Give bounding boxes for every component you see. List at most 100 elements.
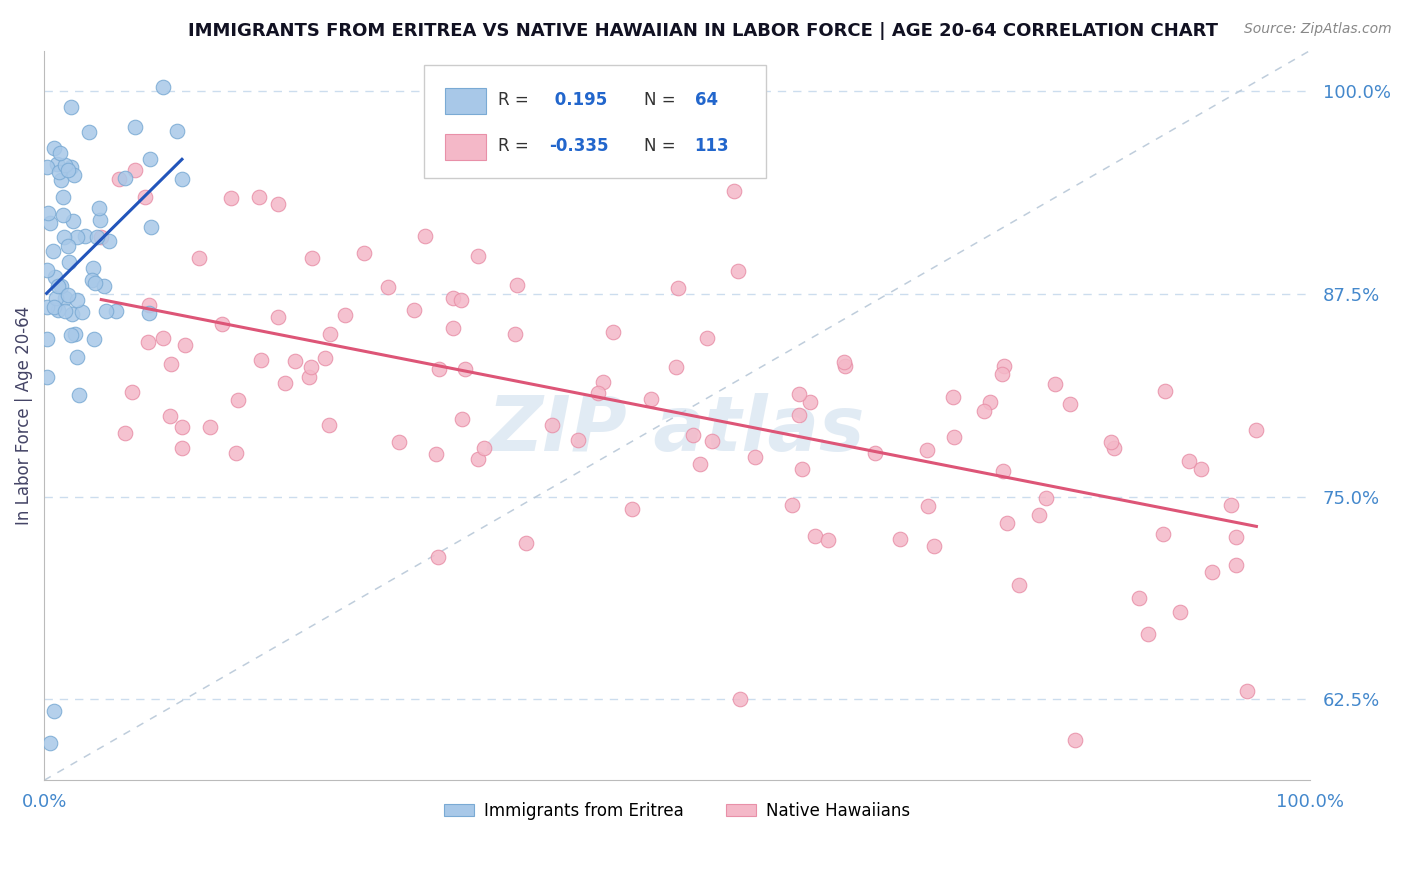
Point: [541, 418, 564, 433]
Point: [450, 411, 472, 425]
Point: [467, 451, 489, 466]
Point: [924, 539, 946, 553]
Point: [301, 251, 323, 265]
Point: [450, 293, 472, 307]
Point: [80, 273, 103, 287]
Point: [915, 443, 938, 458]
Point: [267, 197, 290, 211]
Point: [388, 434, 411, 449]
Text: N =: N =: [644, 91, 676, 109]
Point: [1028, 508, 1050, 522]
Point: [991, 464, 1014, 478]
Point: [228, 392, 250, 407]
Point: [799, 394, 821, 409]
Point: [166, 124, 188, 138]
Legend: Immigrants from Eritrea, Native Hawaiians: Immigrants from Eritrea, Native Hawaiian…: [437, 796, 917, 827]
Point: [139, 152, 162, 166]
Point: [427, 362, 450, 376]
Point: [53, 158, 76, 172]
Text: N =: N =: [644, 136, 676, 154]
Text: ZIP atlas: ZIP atlas: [488, 393, 866, 467]
Point: [56, 239, 79, 253]
Point: [139, 219, 162, 234]
Point: [586, 385, 609, 400]
Point: [1035, 491, 1057, 505]
Point: [94, 303, 117, 318]
Point: [505, 278, 527, 293]
Point: [121, 385, 143, 400]
Point: [682, 427, 704, 442]
Point: [1154, 384, 1177, 399]
Point: [53, 291, 76, 305]
Point: [993, 359, 1015, 373]
Point: [35, 332, 58, 346]
Point: [1225, 558, 1247, 573]
Point: [273, 376, 295, 390]
Point: [503, 326, 526, 341]
Point: [863, 446, 886, 460]
FancyBboxPatch shape: [446, 134, 486, 160]
Point: [426, 550, 449, 565]
Point: [39, 736, 62, 750]
Text: R =: R =: [499, 91, 529, 109]
Point: [1220, 498, 1243, 512]
Point: [1099, 434, 1122, 449]
Point: [39, 216, 62, 230]
Point: [1225, 530, 1247, 544]
Point: [298, 369, 321, 384]
Point: [592, 376, 614, 390]
Point: [665, 360, 688, 375]
Point: [62, 214, 84, 228]
Point: [333, 308, 356, 322]
Point: [467, 249, 489, 263]
Point: [640, 392, 662, 406]
Point: [834, 359, 856, 373]
Point: [56, 288, 79, 302]
Point: [45, 292, 67, 306]
Point: [441, 320, 464, 334]
Point: [134, 189, 156, 203]
Point: [319, 327, 342, 342]
Point: [1043, 377, 1066, 392]
Point: [995, 516, 1018, 530]
FancyBboxPatch shape: [423, 65, 765, 178]
Point: [42, 244, 65, 259]
Point: [1059, 397, 1081, 411]
Point: [87, 201, 110, 215]
Point: [66, 293, 89, 308]
Point: [93, 279, 115, 293]
Point: [63, 168, 86, 182]
Point: [991, 367, 1014, 381]
Point: [52, 189, 75, 203]
Text: 64: 64: [695, 91, 718, 109]
Point: [108, 172, 131, 186]
Point: [804, 529, 827, 543]
Point: [942, 391, 965, 405]
Point: [83, 333, 105, 347]
Point: [696, 331, 718, 345]
Text: 0.195: 0.195: [550, 91, 607, 109]
Point: [917, 500, 939, 514]
Text: R =: R =: [499, 136, 529, 154]
Point: [314, 351, 336, 366]
Point: [136, 334, 159, 349]
Point: [58, 162, 80, 177]
Point: [138, 306, 160, 320]
Point: [52, 208, 75, 222]
Point: [219, 191, 242, 205]
Point: [124, 163, 146, 178]
Point: [1008, 577, 1031, 591]
Point: [441, 291, 464, 305]
Point: [90, 230, 112, 244]
Point: [159, 409, 181, 424]
Text: Source: ZipAtlas.com: Source: ZipAtlas.com: [1244, 22, 1392, 37]
Point: [299, 360, 322, 375]
Point: [66, 350, 89, 364]
Point: [37, 370, 59, 384]
Point: [37, 160, 59, 174]
Text: -0.335: -0.335: [550, 136, 609, 154]
Point: [124, 120, 146, 134]
Point: [792, 462, 814, 476]
Point: [174, 338, 197, 352]
FancyBboxPatch shape: [446, 88, 486, 113]
